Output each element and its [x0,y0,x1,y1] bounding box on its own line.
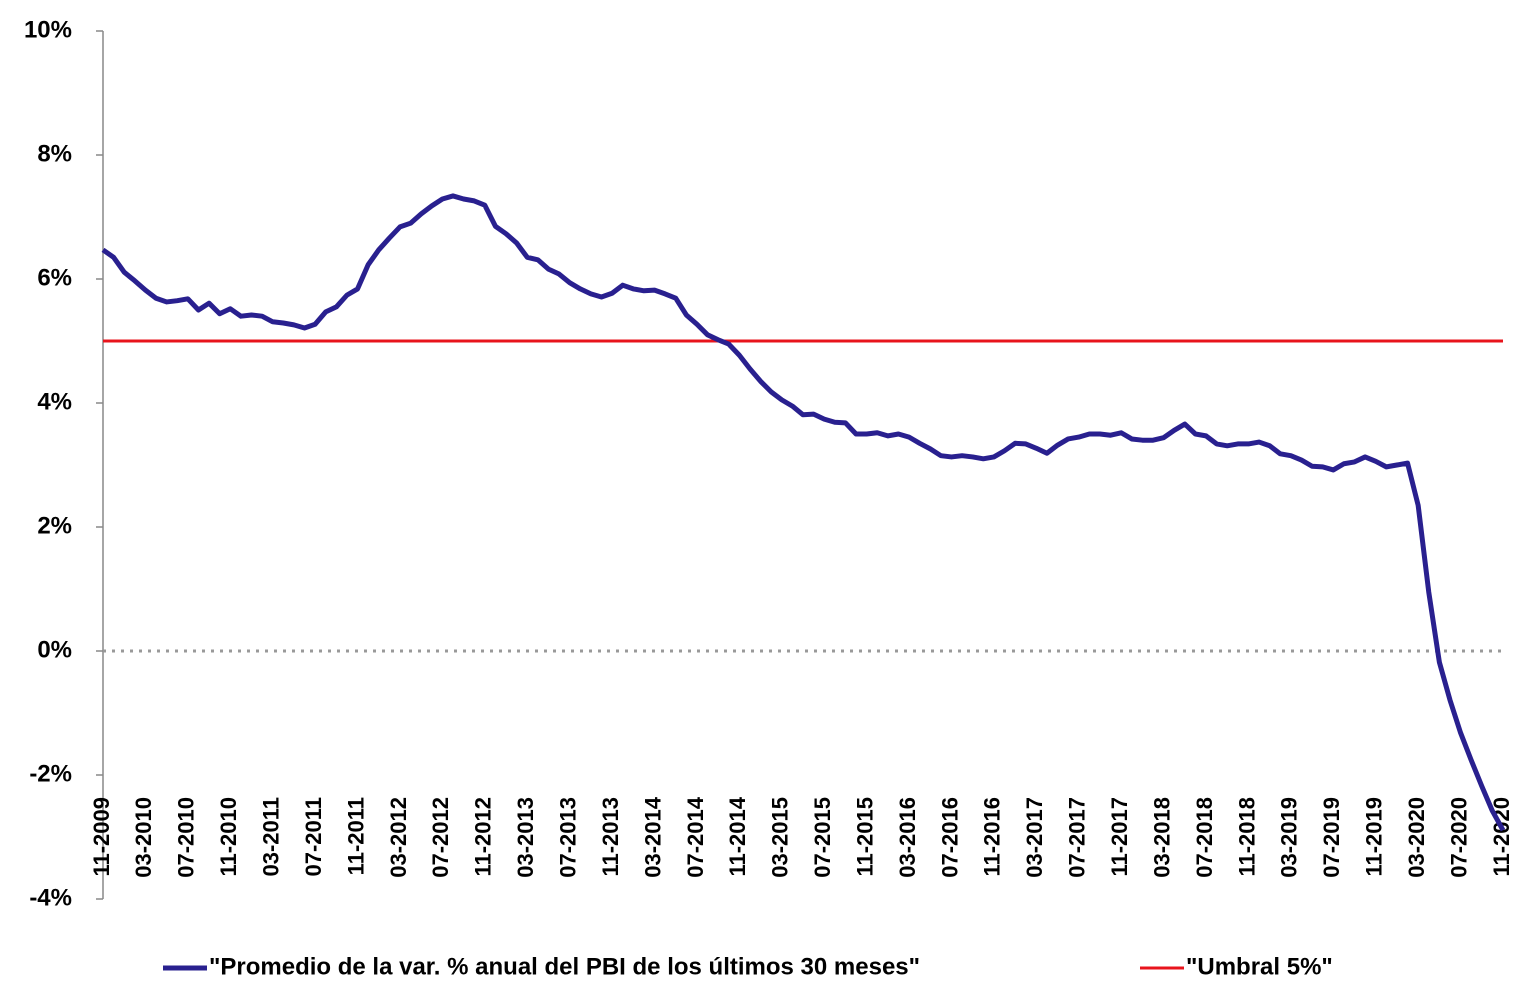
x-tick-label: 11-2018 [1234,797,1259,877]
legend-label: "Promedio de la var. % anual del PBI de … [209,953,920,980]
y-tick-label: 10% [24,16,72,43]
x-tick-label: 11-2017 [1107,797,1132,877]
series-line [101,193,1506,832]
x-tick-label: 03-2018 [1149,797,1174,878]
y-tick-label: 2% [37,512,72,539]
x-tick-label: 07-2019 [1319,797,1344,878]
x-tick-label: 11-2012 [471,797,496,877]
x-tick-label: 03-2015 [768,797,793,878]
x-tick-label: 03-2011 [259,797,284,877]
y-tick-label: -2% [29,760,72,787]
y-tick-label: 8% [37,140,72,167]
x-tick-label: 11-2010 [216,797,241,877]
x-tick-label: 07-2014 [683,796,708,878]
x-tick-label: 07-2015 [810,797,835,878]
x-tick-label: 11-2014 [725,796,750,876]
legend-label: "Umbral 5%" [1186,953,1333,980]
x-tick-label: 11-2016 [980,797,1005,877]
x-tick-label: 07-2013 [555,797,580,878]
x-tick-label: 07-2020 [1446,797,1471,878]
x-tick-label: 11-2009 [89,797,114,877]
x-tick-label: 07-2016 [937,797,962,878]
y-tick-label: 4% [37,388,72,415]
x-tick-label: 07-2017 [1065,797,1090,878]
x-tick-label: 03-2016 [895,797,920,878]
x-tick-label: 07-2018 [1192,797,1217,878]
x-tick-label: 07-2012 [428,797,453,878]
x-tick-label: 11-2013 [598,797,623,877]
x-tick-label: 03-2017 [1022,797,1047,878]
x-tick-label: 11-2011 [343,797,368,875]
y-tick-label: -4% [29,884,72,911]
x-tick-label: 03-2013 [513,797,538,878]
x-tick-label: 03-2014 [640,796,665,878]
x-tick-label: 07-2011 [301,797,326,877]
x-tick-label: 11-2015 [852,797,877,877]
y-tick-label: 0% [37,636,72,663]
x-tick-label: 07-2010 [174,797,199,878]
x-tick-label: 11-2019 [1362,797,1387,877]
y-tick-label: 6% [37,264,72,291]
x-tick-label: 03-2010 [131,797,156,878]
x-tick-label: 03-2020 [1404,797,1429,878]
x-tick-label: 03-2019 [1277,797,1302,878]
x-tick-label: 03-2012 [386,797,411,878]
